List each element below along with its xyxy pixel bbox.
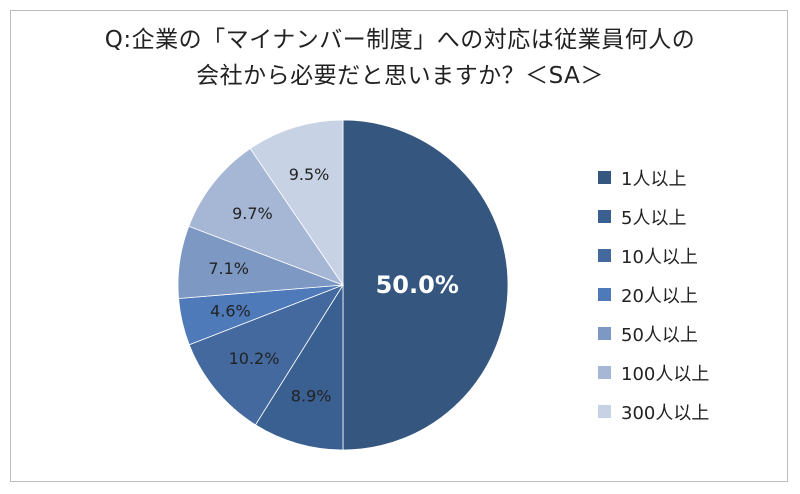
legend-swatch xyxy=(598,405,611,418)
legend-item-1: 1人以上 xyxy=(598,158,709,197)
legend-label: 20人以上 xyxy=(621,285,698,307)
legend-item-7: 300人以上 xyxy=(598,392,709,431)
legend-swatch xyxy=(598,366,611,379)
pie-slice-7 xyxy=(249,119,344,287)
legend-label: 5人以上 xyxy=(621,207,687,229)
pie-slice-2 xyxy=(254,283,344,451)
legend-swatch xyxy=(598,288,611,301)
data-label-2: 8.9% xyxy=(291,387,332,406)
legend-swatch xyxy=(598,171,611,184)
data-label-6: 9.7% xyxy=(232,204,273,223)
data-label-5: 7.1% xyxy=(208,259,249,278)
chart-legend: 1人以上 5人以上 10人以上 20人以上 50人以上 100人以上 300人以上 xyxy=(598,158,709,431)
chart-title-line2: 会社から必要だと思いますか？＜SA＞ xyxy=(196,63,604,89)
pie-slice-6 xyxy=(188,147,345,286)
pie-slice-3 xyxy=(188,284,344,426)
data-label-1: 50.0% xyxy=(376,271,459,299)
legend-item-3: 10人以上 xyxy=(598,236,709,275)
legend-label: 100人以上 xyxy=(621,363,710,385)
legend-item-4: 20人以上 xyxy=(598,275,709,314)
legend-swatch xyxy=(598,249,611,262)
legend-label: 300人以上 xyxy=(621,402,710,424)
data-label-3: 10.2% xyxy=(229,349,280,368)
pie-slice-1 xyxy=(342,119,509,451)
legend-label: 1人以上 xyxy=(621,168,687,190)
data-label-4: 4.6% xyxy=(210,301,251,320)
legend-label: 10人以上 xyxy=(621,246,698,268)
legend-swatch xyxy=(598,210,611,223)
legend-label: 50人以上 xyxy=(621,324,698,346)
data-label-7: 9.5% xyxy=(289,165,330,184)
legend-item-2: 5人以上 xyxy=(598,197,709,236)
legend-item-6: 100人以上 xyxy=(598,353,709,392)
legend-swatch xyxy=(598,327,611,340)
chart-title-line1: Q:企業の「マイナンバー制度」への対応は従業員何人の xyxy=(104,27,696,53)
chart-title: Q:企業の「マイナンバー制度」への対応は従業員何人の 会社から必要だと思いますか… xyxy=(0,22,800,94)
legend-item-5: 50人以上 xyxy=(598,314,709,353)
